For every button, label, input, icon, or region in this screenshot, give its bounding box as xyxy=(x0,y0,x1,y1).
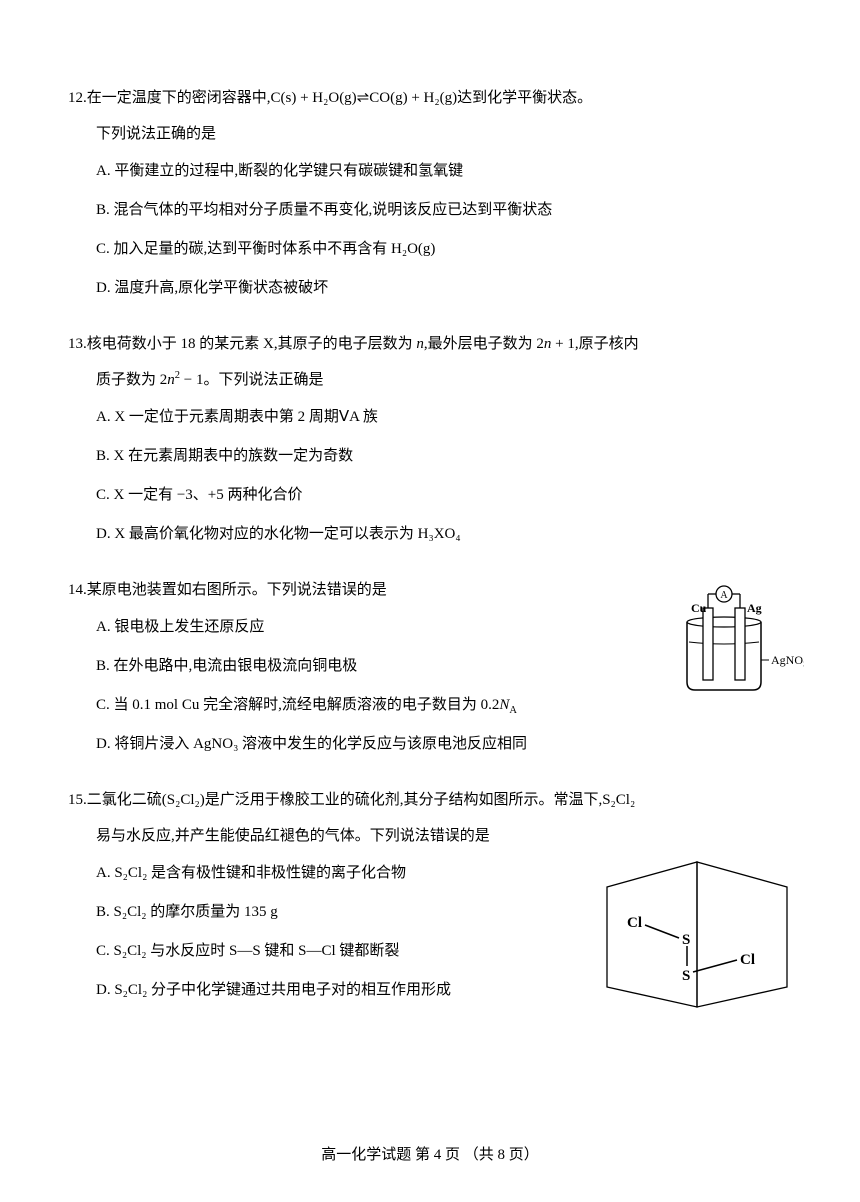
q13-stem: 13.核电荷数小于 18 的某元素 X,其原子的电子层数为 n,最外层电子数为 … xyxy=(68,326,792,362)
q12-options: A. 平衡建立的过程中,断裂的化学键只有碳碳键和氢氧键 B. 混合气体的平均相对… xyxy=(68,152,792,308)
cu-label: Cu xyxy=(691,601,707,615)
q14-diagram: A Cu Ag AgNO₃ xyxy=(669,572,804,707)
q13-opt-d: D. X 最高价氧化物对应的水化物一定可以表示为 H₃XO₄ xyxy=(96,515,792,554)
q13-opt-b: B. X 在元素周期表中的族数一定为奇数 xyxy=(96,437,792,476)
q12-opt-a: A. 平衡建立的过程中,断裂的化学键只有碳碳键和氢氧键 xyxy=(96,152,792,191)
q13-p1: 核电荷数小于 18 的某元素 X,其原子的电子层数为 xyxy=(87,336,417,352)
q14-stem-text: 某原电池装置如右图所示。下列说法错误的是 xyxy=(87,582,387,598)
question-14: 14.某原电池装置如右图所示。下列说法错误的是 A. 银电极上发生还原反应 B.… xyxy=(68,572,792,764)
q14-optc-p1: C. 当 0.1 mol Cu 完全溶解时,流经电解质溶液的电子数目为 0.2 xyxy=(96,697,499,713)
question-12: 12.在一定温度下的密闭容器中,C(s) + H₂O(g)⇌CO(g) + H₂… xyxy=(68,80,792,308)
q13-opt-c: C. X 一定有 −3、+5 两种化合价 xyxy=(96,476,792,515)
q12-number: 12. xyxy=(68,90,87,106)
solution-label: AgNO₃ xyxy=(771,653,804,667)
q12-stem-text: 在一定温度下的密闭容器中,C(s) + H₂O(g)⇌CO(g) + H₂(g)… xyxy=(87,90,592,106)
q12-opt-c: C. 加入足量的碳,达到平衡时体系中不再含有 H₂O(g) xyxy=(96,230,792,269)
q13-n: n xyxy=(416,336,424,352)
q12-opt-b: B. 混合气体的平均相对分子质量不再变化,说明该反应已达到平衡状态 xyxy=(96,191,792,230)
q15-number: 15. xyxy=(68,792,87,808)
q14-opt-d: D. 将铜片浸入 AgNO₃ 溶液中发生的化学反应与该原电池反应相同 xyxy=(96,725,792,764)
ag-label: Ag xyxy=(747,601,762,615)
q15-diagram: Cl S S Cl xyxy=(597,842,797,1042)
page-footer: 高一化学试题 第 4 页 （共 8 页） xyxy=(0,1143,860,1164)
cl1-label: Cl xyxy=(627,915,642,931)
question-15: 15.二氯化二硫(S₂Cl₂)是广泛用于橡胶工业的硫化剂,其分子结构如图所示。常… xyxy=(68,782,792,1010)
footer-text: 高一化学试题 第 4 页 （共 8 页） xyxy=(321,1147,539,1163)
q13-opt-a: A. X 一定位于元素周期表中第 2 周期ⅤA 族 xyxy=(96,398,792,437)
q14-optc-sub: A xyxy=(509,705,517,716)
q13-p2: ,最外层电子数为 2 xyxy=(424,336,544,352)
q14-optc-na: N xyxy=(499,697,509,713)
q13-p3: + 1,原子核内 xyxy=(551,336,638,352)
q12-stem: 12.在一定温度下的密闭容器中,C(s) + H₂O(g)⇌CO(g) + H₂… xyxy=(68,80,792,116)
q13-stem2: 质子数为 2n2 − 1。下列说法正确是 xyxy=(68,362,792,398)
q12-opt-d: D. 温度升高,原化学平衡状态被破坏 xyxy=(96,269,792,308)
q13-s2p1: 质子数为 2 xyxy=(96,372,167,388)
q13-s2p2: − 1。下列说法正确是 xyxy=(180,372,323,388)
q13-number: 13. xyxy=(68,336,87,352)
q14-number: 14. xyxy=(68,582,87,598)
s1-label: S xyxy=(682,932,690,948)
question-13: 13.核电荷数小于 18 的某元素 X,其原子的电子层数为 n,最外层电子数为 … xyxy=(68,326,792,554)
q13-options: A. X 一定位于元素周期表中第 2 周期ⅤA 族 B. X 在元素周期表中的族… xyxy=(68,398,792,554)
q15-stem-text: 二氯化二硫(S₂Cl₂)是广泛用于橡胶工业的硫化剂,其分子结构如图所示。常温下,… xyxy=(87,792,635,808)
svg-text:A: A xyxy=(720,590,728,601)
s2-label: S xyxy=(682,968,690,984)
q15-stem: 15.二氯化二硫(S₂Cl₂)是广泛用于橡胶工业的硫化剂,其分子结构如图所示。常… xyxy=(68,782,792,818)
cl2-label: Cl xyxy=(740,952,755,968)
q12-stem2: 下列说法正确的是 xyxy=(68,116,792,152)
q13-s2n: n xyxy=(167,372,175,388)
